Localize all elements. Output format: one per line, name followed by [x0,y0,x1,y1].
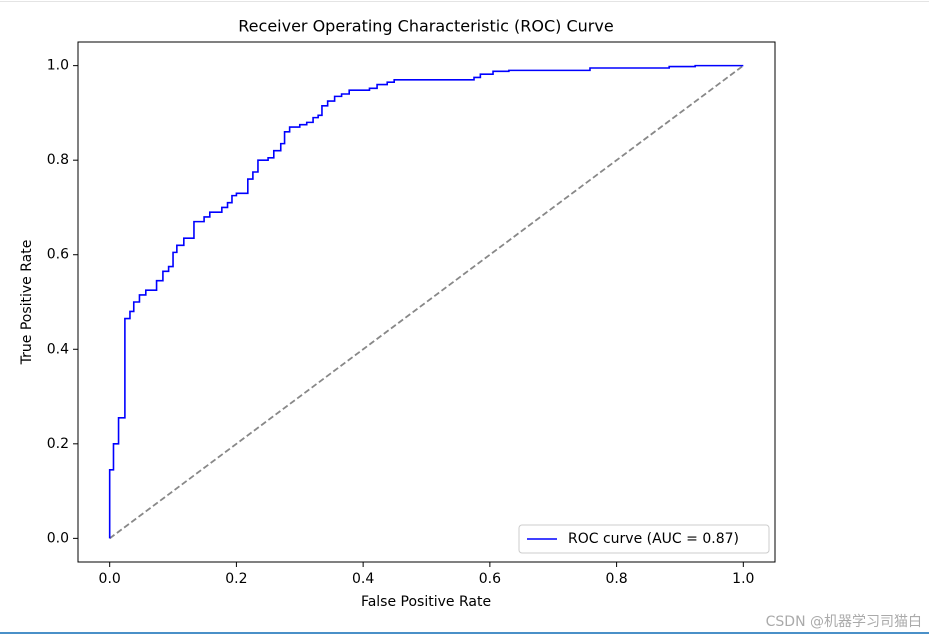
line [109,64,744,540]
x-tick-label: 0.2 [225,571,247,587]
line [108,64,744,539]
x-tick-label: 0.8 [605,571,627,587]
x-tick-label: 1.0 [732,571,754,587]
watermark: CSDN @机器学习司猫白 [766,614,922,630]
y-axis-label: True Positive Rate [19,240,35,366]
y-tick-label: 0.4 [47,341,69,357]
y-tick-label: 0.6 [47,247,69,263]
axes-frame [77,41,776,563]
y-tick-label: 0.8 [47,152,69,168]
x-tick-label: 0.0 [99,571,121,587]
y-tick-label: 0.0 [47,530,69,546]
legend-label: ROC curve (AUC = 0.87) [568,531,739,547]
x-axis-label: False Positive Rate [361,594,491,610]
x-tick-label: 0.6 [479,571,501,587]
x-tick-label: 0.4 [352,571,374,587]
chart-title: Receiver Operating Characteristic (ROC) … [238,17,613,36]
y-tick-label: 1.0 [47,58,69,74]
legend-box [518,524,770,554]
y-tick-label: 0.2 [47,436,69,452]
